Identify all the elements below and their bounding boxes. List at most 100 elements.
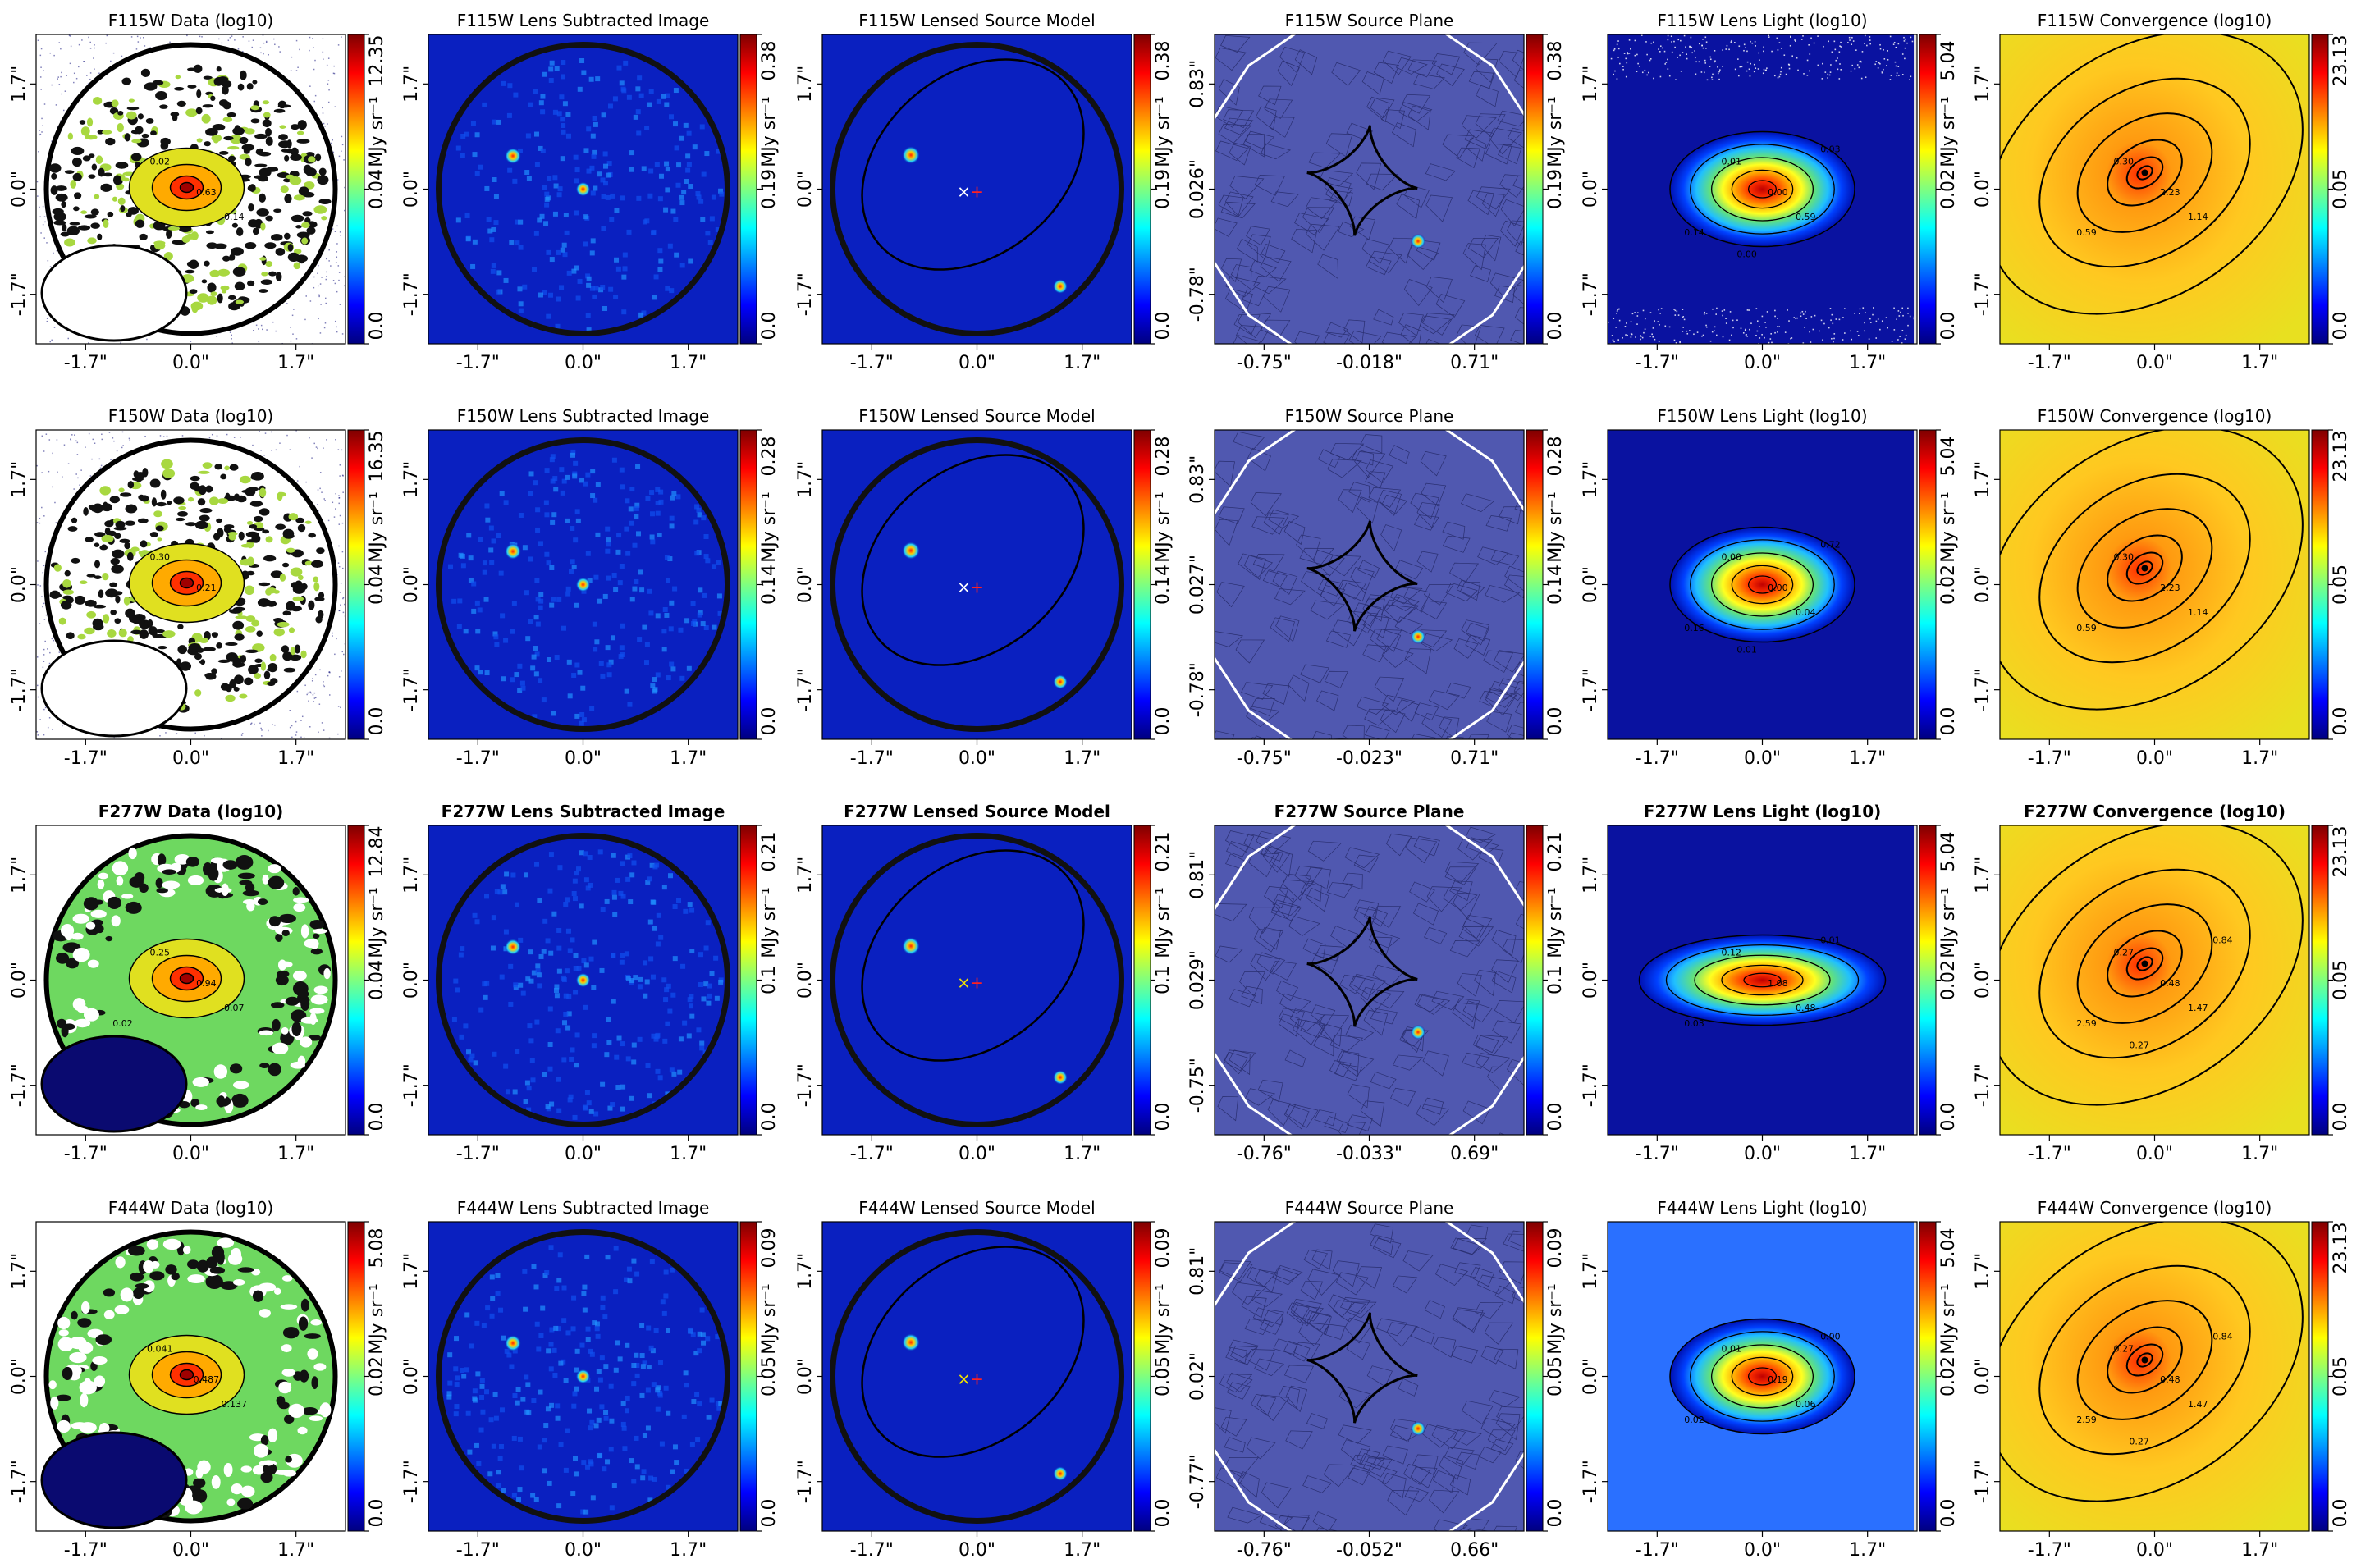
- noise-pixel: [1677, 39, 1680, 41]
- residual-pixel: [501, 80, 506, 86]
- residual-pixel: [662, 606, 668, 612]
- residual-pixel: [588, 76, 594, 82]
- residual-pixel: [573, 953, 579, 958]
- noise-blob: [318, 592, 325, 599]
- panel-title: F115W Data (log10): [108, 11, 273, 30]
- noise-pixel: [1893, 41, 1896, 43]
- noise-blob: [64, 238, 75, 247]
- residual-pixel: [459, 1034, 464, 1040]
- noise-pixel: [37, 195, 39, 197]
- noise-pixel: [48, 439, 51, 441]
- noise-pixel: [344, 285, 345, 287]
- x-tick-label: 1.7": [1064, 1144, 1100, 1164]
- noise-blob: [73, 206, 80, 212]
- noise-pixel: [315, 446, 318, 448]
- voronoi-cell: [1494, 650, 1524, 673]
- noise-pixel: [1813, 42, 1815, 44]
- voronoi-cell: [1421, 713, 1453, 738]
- y-tick-label: -1.7": [401, 272, 422, 316]
- noise-pixel: [332, 151, 335, 153]
- noise-blob: [317, 175, 329, 185]
- noise-pixel: [47, 726, 49, 729]
- noise-pixel: [1793, 317, 1796, 318]
- contour-label: 0.59: [1796, 212, 1816, 222]
- colorbar: [739, 34, 757, 345]
- noise-pixel: [1653, 41, 1654, 43]
- voronoi-cell: [1268, 509, 1300, 529]
- noise-pixel: [328, 671, 330, 674]
- noise-pixel: [241, 733, 244, 734]
- noise-pixel: [1715, 313, 1718, 315]
- residual-pixel: [532, 267, 538, 272]
- noise-blob: [155, 90, 167, 101]
- residual-pixel: [583, 1105, 588, 1111]
- voronoi-cell: [1363, 1009, 1389, 1036]
- voronoi-cell: [1370, 1072, 1397, 1090]
- source-blob: [1411, 629, 1425, 644]
- noise-pixel: [1722, 66, 1723, 67]
- noise-pixel: [1680, 71, 1682, 72]
- noise-blob: [121, 894, 134, 899]
- voronoi-cell: [1452, 1002, 1478, 1030]
- noise-pixel: [1800, 39, 1803, 40]
- noise-pixel: [292, 333, 294, 335]
- noise-blob: [291, 1022, 302, 1037]
- noise-blob: [72, 172, 82, 181]
- noise-blob: [258, 582, 271, 587]
- noise-pixel: [311, 457, 313, 459]
- noise-pixel: [337, 449, 340, 450]
- noise-pixel: [312, 678, 313, 679]
- colorbar-tick-label: 23.13: [2331, 431, 2351, 482]
- residual-pixel: [491, 915, 496, 921]
- residual-pixel: [625, 498, 630, 504]
- residual-pixel: [633, 114, 638, 120]
- residual-pixel: [628, 506, 634, 512]
- residual-pixel: [638, 569, 643, 575]
- noise-pixel: [318, 294, 320, 296]
- noise-blob: [258, 151, 272, 157]
- noise-pixel: [1725, 48, 1727, 50]
- residual-pixel: [606, 542, 611, 547]
- noise-pixel: [1616, 43, 1618, 46]
- noise-pixel: [1704, 62, 1707, 64]
- voronoi-cell: [1247, 447, 1271, 472]
- noise-pixel: [261, 729, 263, 731]
- residual-pixel: [657, 196, 663, 202]
- x-tick-label: 0.71": [1450, 748, 1499, 769]
- noise-pixel: [1717, 72, 1719, 75]
- residual-pixel: [574, 713, 580, 719]
- lens-centre-marker: ×: [957, 578, 971, 597]
- noise-pixel: [94, 47, 95, 49]
- x-tick-label: -1.7": [64, 748, 108, 769]
- noise-pixel: [75, 473, 77, 475]
- noise-pixel: [1852, 40, 1855, 42]
- contour-label: 0.02: [150, 156, 171, 167]
- noise-blob: [293, 262, 301, 270]
- residual-pixel: [663, 997, 669, 1003]
- noise-pixel: [1648, 71, 1649, 74]
- noise-blob: [294, 644, 301, 654]
- residual-pixel: [559, 285, 565, 290]
- residual-pixel: [538, 292, 543, 298]
- residual-pixel: [493, 194, 499, 199]
- noise-blob: [93, 623, 104, 631]
- residual-pixel: [606, 672, 612, 678]
- residual-pixel: [620, 1084, 626, 1090]
- noise-pixel: [341, 36, 342, 38]
- noise-pixel: [295, 720, 297, 723]
- residual-pixel: [592, 621, 597, 627]
- noise-pixel: [42, 205, 44, 208]
- noise-pixel: [1877, 67, 1879, 69]
- noise-pixel: [63, 444, 66, 446]
- colorbar: [739, 825, 757, 1136]
- noise-blob: [53, 220, 66, 226]
- voronoi-cell: [1314, 1109, 1337, 1127]
- residual-pixel: [667, 1008, 673, 1014]
- noise-pixel: [286, 434, 288, 437]
- noise-blob: [292, 584, 306, 594]
- residual-pixel: [691, 620, 697, 626]
- residual-pixel: [506, 112, 512, 118]
- noise-pixel: [258, 328, 259, 330]
- noise-pixel: [76, 441, 79, 444]
- noise-pixel: [1866, 44, 1868, 47]
